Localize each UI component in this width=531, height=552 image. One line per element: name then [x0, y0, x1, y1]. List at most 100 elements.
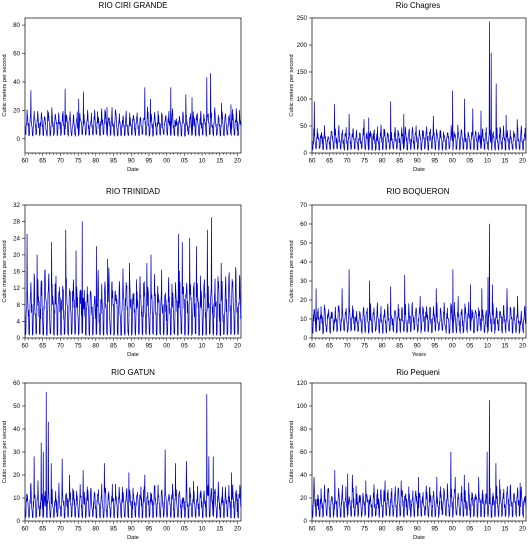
x-tick-label: 70: [57, 158, 64, 165]
x-tick-label: 65: [39, 343, 46, 350]
x-tick-label: 85: [110, 158, 117, 165]
y-tick-label: 40: [13, 426, 20, 433]
y-tick-label: 10: [13, 495, 20, 502]
y-tick-label: 60: [13, 380, 20, 387]
x-tick-label: 20: [519, 526, 526, 533]
y-tick-label: 250: [297, 15, 308, 22]
series-line: [311, 21, 527, 151]
y-tick-label: 150: [297, 69, 308, 76]
y-tick-label: 20: [13, 107, 20, 114]
y-tick-label: 60: [300, 221, 307, 228]
x-tick-label: 75: [361, 343, 368, 350]
panel-rio-pequeni: Rio Pequeni 0 20 40 60 80 100 120 Cubic meters p…: [289, 368, 526, 541]
x-tick-label: 85: [110, 343, 117, 350]
x-tick-label: 80: [92, 526, 99, 533]
x-tick-label: 95: [145, 158, 152, 165]
x-axis-title: Date: [127, 352, 139, 358]
y-tick-label: 80: [300, 426, 307, 433]
x-tick-label: 90: [414, 158, 421, 165]
y-tick-label: 100: [297, 96, 308, 103]
y-tick-label: 32: [13, 202, 20, 209]
x-tick-label: 05: [466, 526, 473, 533]
x-tick-label: 65: [326, 158, 333, 165]
y-tick-label: 40: [13, 79, 20, 86]
x-tick-label: 85: [396, 343, 403, 350]
y-tick-label: 200: [297, 42, 308, 49]
x-tick-label: 10: [484, 526, 491, 533]
x-tick-label: 75: [75, 158, 82, 165]
x-tick-label: 10: [484, 158, 491, 165]
y-tick-label: 4: [17, 318, 21, 325]
x-tick-label: 05: [466, 343, 473, 350]
series-line: [311, 399, 527, 518]
y-tick-label: 20: [13, 252, 20, 259]
panel-title: Rio Pequeni: [396, 368, 440, 377]
x-tick-label: 20: [234, 343, 241, 350]
x-tick-label: 75: [75, 343, 82, 350]
x-tick-label: 95: [431, 343, 438, 350]
panel-title: RIO BOQUERON: [386, 187, 449, 196]
plot-frame: [311, 17, 527, 154]
y-tick-label: 28: [13, 219, 20, 226]
y-tick-label: 20: [300, 297, 307, 304]
y-axis-title: Cubic meters per second: [289, 54, 295, 116]
x-tick-label: 65: [326, 526, 333, 533]
x-tick-label: 75: [361, 526, 368, 533]
series-line: [24, 73, 242, 137]
y-tick-label: 70: [300, 202, 307, 209]
x-tick-label: 65: [39, 158, 46, 165]
x-tick-label: 90: [128, 343, 135, 350]
y-axis-title: Cubic meters per second: [289, 240, 295, 302]
y-tick-label: 8: [17, 302, 21, 309]
y-tick-label: 80: [13, 22, 20, 29]
x-tick-label: 95: [431, 158, 438, 165]
y-tick-label: 20: [300, 495, 307, 502]
x-tick-label: 60: [22, 343, 29, 350]
x-tick-label: 10: [199, 526, 206, 533]
y-tick-label: 0: [304, 518, 308, 525]
y-tick-label: 0: [17, 518, 21, 525]
x-tick-label: 60: [22, 158, 29, 165]
y-axis-title: Cubic meters per second: [2, 421, 8, 483]
y-tick-label: 50: [300, 123, 307, 130]
y-tick-label: 12: [13, 285, 20, 292]
x-tick-label: 20: [234, 158, 241, 165]
x-tick-label: 15: [216, 158, 223, 165]
x-tick-label: 85: [110, 526, 117, 533]
x-tick-label: 85: [396, 158, 403, 165]
x-axis-title: Date: [413, 535, 425, 541]
x-tick-label: 80: [92, 158, 99, 165]
x-tick-label: 80: [379, 343, 386, 350]
x-tick-label: 60: [309, 526, 316, 533]
x-axis-title: Date: [127, 535, 139, 541]
x-tick-label: 05: [466, 158, 473, 165]
x-tick-label: 70: [344, 526, 351, 533]
y-tick-label: 0: [17, 335, 21, 342]
panel-rio-trinidad: RIO TRINIDAD 0 4 8 12 16 20 24 28 32 Cubic meters …: [2, 187, 241, 358]
y-tick-label: 16: [13, 269, 20, 276]
x-axis-title: Date: [127, 167, 139, 173]
x-tick-label: 60: [309, 343, 316, 350]
series-line: [24, 391, 242, 519]
x-tick-label: 15: [502, 343, 509, 350]
y-axis-title: Cubic meters per second: [289, 421, 295, 483]
x-tick-label: 20: [234, 526, 241, 533]
x-tick-label: 00: [449, 343, 456, 350]
y-tick-label: 30: [13, 449, 20, 456]
panel-title: Rio Chagres: [396, 1, 440, 10]
x-tick-label: 15: [502, 158, 509, 165]
x-tick-label: 20: [519, 158, 526, 165]
panel-rio-ciri-grande: RIO CIRI GRANDE 0 20 40 60 80 Cubic meters per…: [2, 1, 241, 173]
y-tick-label: 30: [300, 278, 307, 285]
x-tick-label: 15: [216, 526, 223, 533]
x-tick-label: 90: [128, 158, 135, 165]
x-tick-label: 60: [22, 526, 29, 533]
y-tick-label: 0: [304, 335, 308, 342]
x-tick-label: 15: [502, 526, 509, 533]
y-tick-label: 40: [300, 472, 307, 479]
y-tick-label: 120: [297, 380, 308, 387]
x-tick-label: 75: [75, 526, 82, 533]
x-tick-label: 05: [181, 526, 188, 533]
